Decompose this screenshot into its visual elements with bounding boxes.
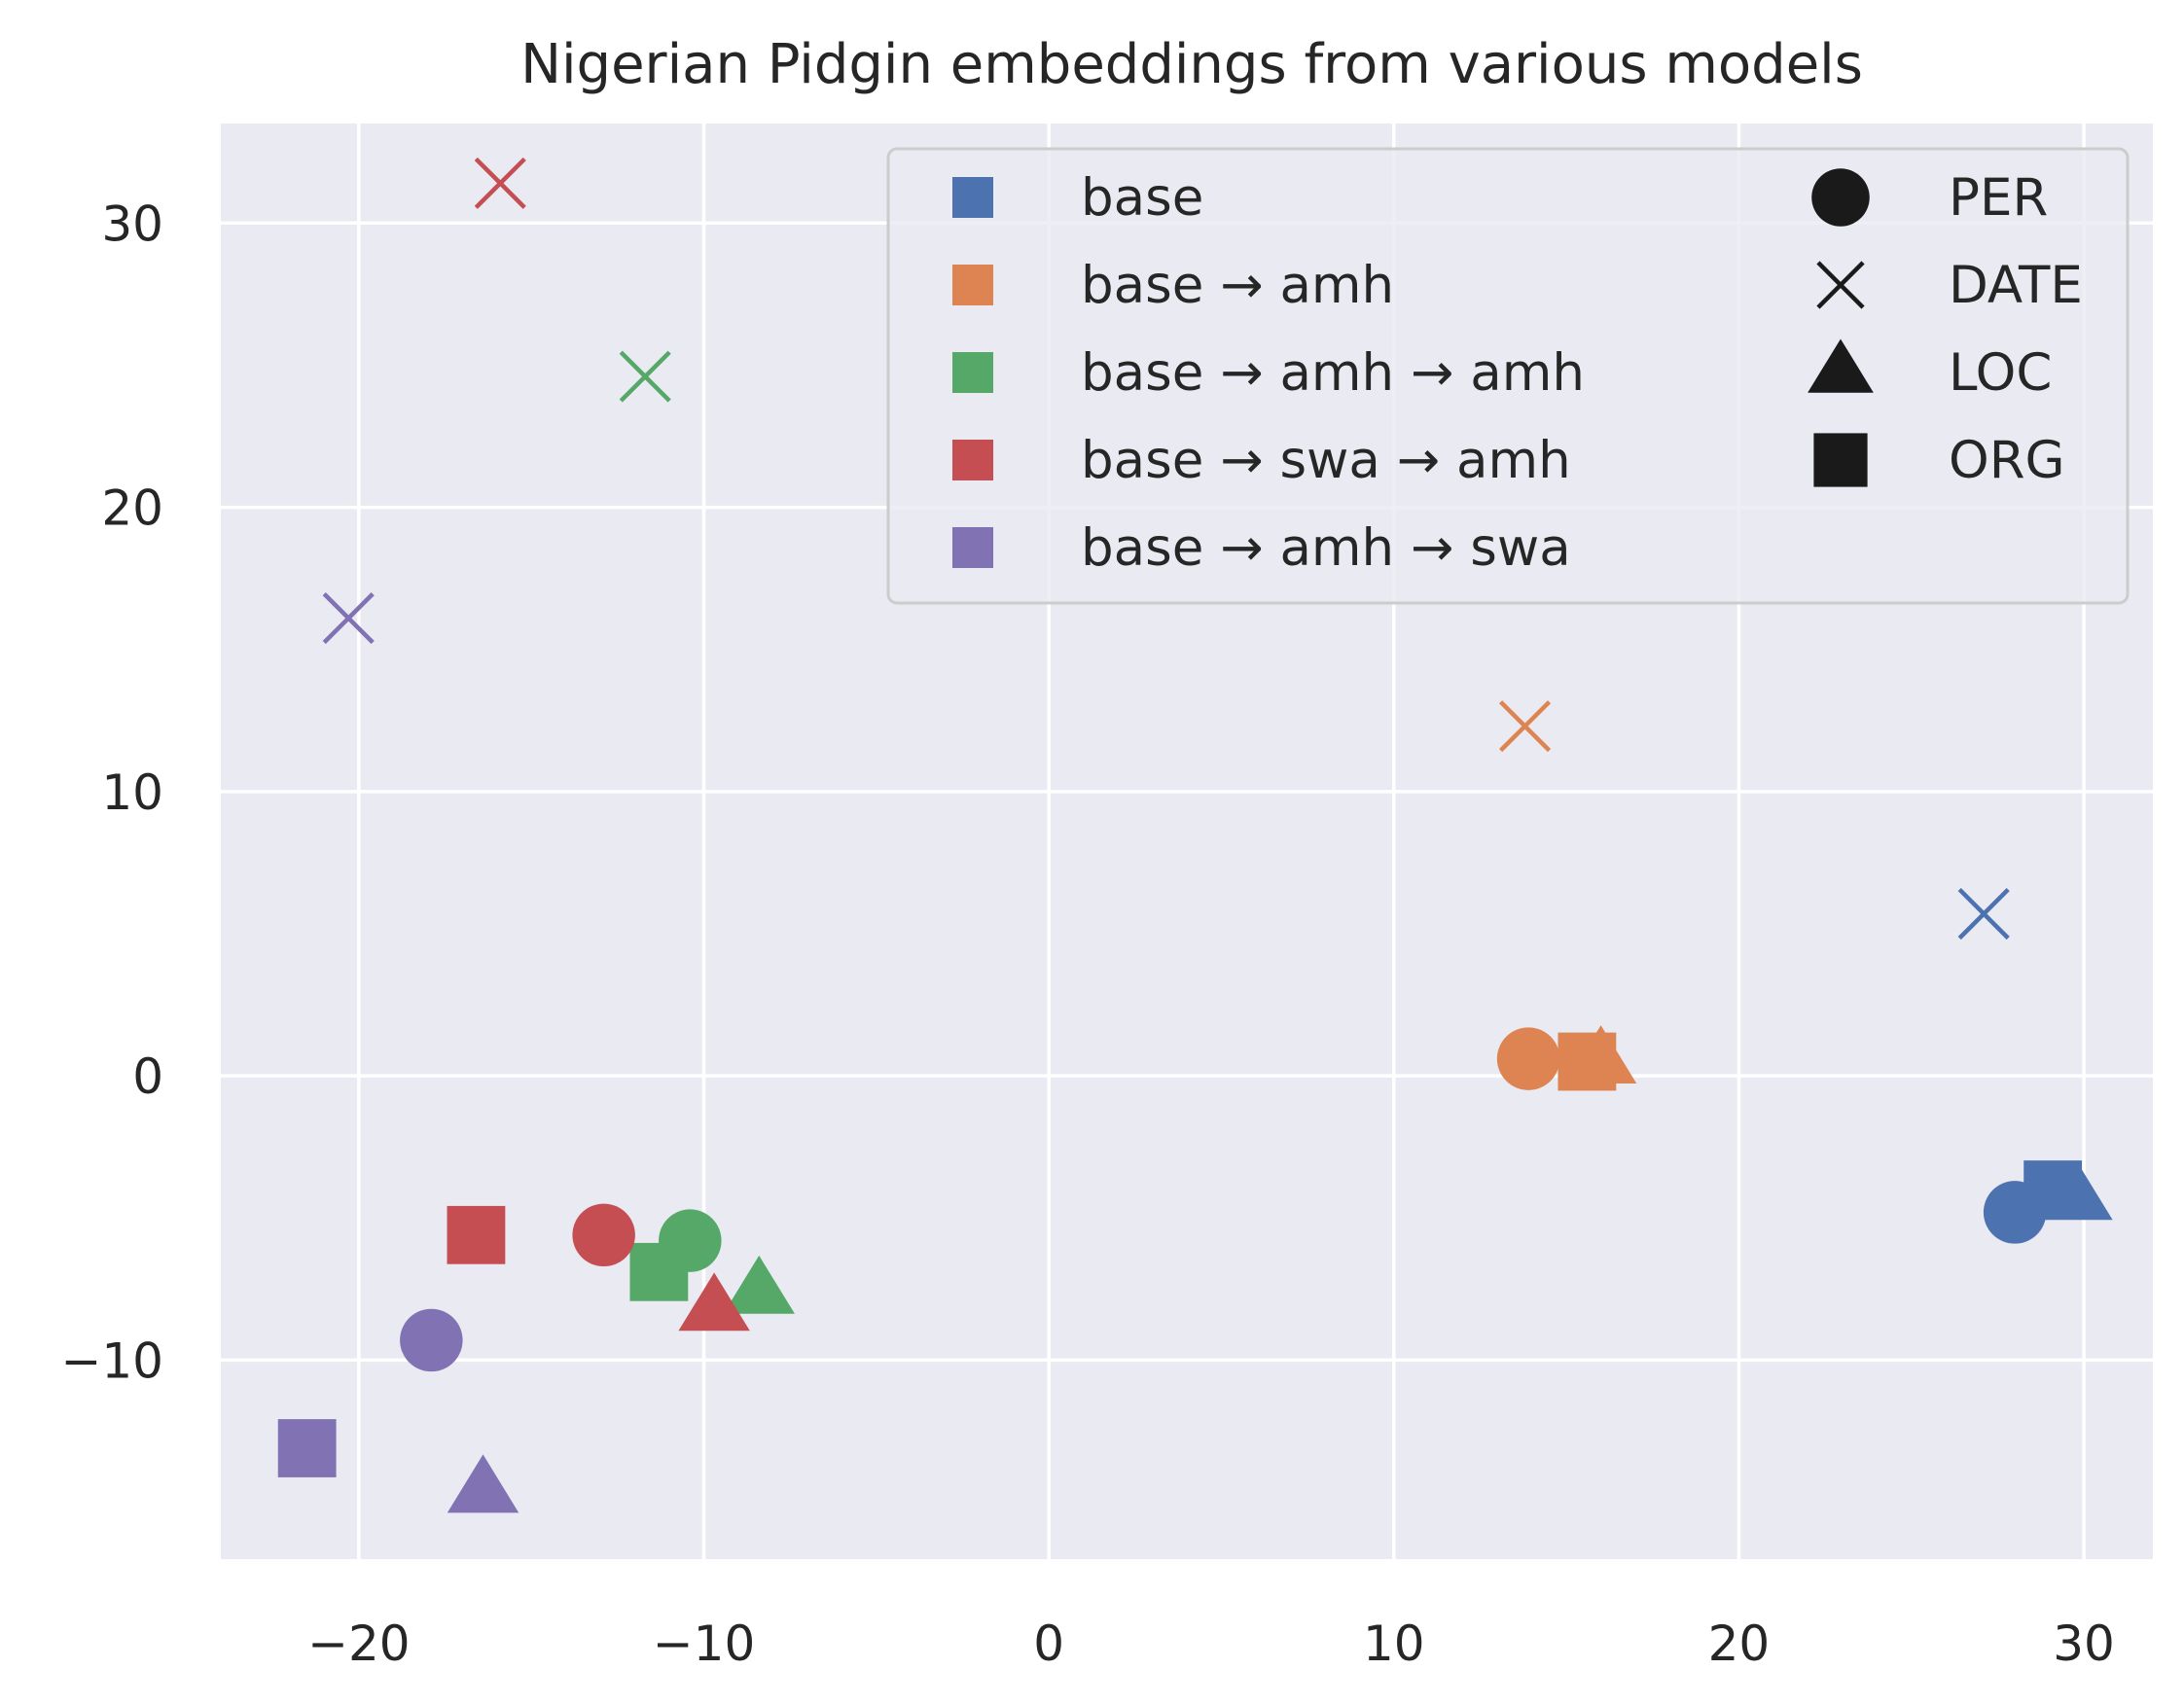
- legend: base base → amh base → amh → amh base → swa…: [886, 147, 2130, 605]
- y-tick-label: 20: [101, 480, 163, 537]
- point-date-x-marker: [1957, 887, 2010, 941]
- legend-series-entries: base base → amh base → amh → amh base → swa…: [952, 168, 1585, 578]
- point-date-x-marker: [474, 157, 526, 209]
- legend-org-marker: [1813, 433, 1868, 487]
- legend-series-label: base → amh: [1081, 256, 1394, 315]
- legend-frame: [886, 147, 2130, 605]
- point-loc-triangle-marker: [2041, 1161, 2113, 1221]
- x-tick-label: −20: [307, 1616, 411, 1672]
- legend-series-label: base → amh → swa: [1081, 518, 1571, 578]
- point-per-circle-marker: [400, 1308, 463, 1372]
- point-per-circle-marker: [572, 1203, 635, 1267]
- legend-series-label: base: [1081, 168, 1203, 228]
- legend-series-swatch: [952, 527, 993, 568]
- legend-series-swatch: [952, 265, 993, 305]
- legend-date-marker: [1816, 261, 1865, 309]
- point-loc-triangle-marker: [447, 1454, 519, 1513]
- point-date-x-marker: [322, 592, 375, 645]
- legend-marker-label: ORG: [1949, 431, 2065, 490]
- legend-series-swatch: [952, 177, 993, 218]
- point-loc-triangle-marker: [723, 1255, 795, 1314]
- chart-title: Nigerian Pidgin embeddings from various …: [520, 33, 1863, 96]
- point-loc-triangle-marker: [678, 1272, 750, 1332]
- point-date-x-marker: [1498, 700, 1552, 753]
- point-date-x-marker: [619, 350, 671, 403]
- y-tick-label: 30: [101, 195, 163, 252]
- x-axis-ticks: −20 −10 0 10 20 30: [307, 1616, 2115, 1672]
- legend-marker-entries: PER DATE LOC ORG: [1808, 168, 2083, 490]
- y-tick-label: −10: [60, 1332, 163, 1389]
- x-tick-label: 30: [2053, 1616, 2115, 1672]
- point-loc-triangle-marker: [1564, 1025, 1637, 1083]
- legend-per-marker: [1811, 168, 1870, 227]
- x-tick-label: 10: [1363, 1616, 1425, 1672]
- x-tick-label: 20: [1708, 1616, 1771, 1672]
- point-org-square-marker: [447, 1205, 506, 1264]
- legend-marker-label: PER: [1949, 168, 2048, 228]
- x-tick-label: 0: [1033, 1616, 1064, 1672]
- y-tick-label: 10: [101, 764, 163, 821]
- point-org-square-marker: [629, 1242, 689, 1301]
- data-points: [277, 157, 2113, 1513]
- y-tick-label: 0: [132, 1048, 163, 1105]
- legend-series-label: base → amh → amh: [1081, 343, 1585, 403]
- point-per-circle-marker: [1496, 1027, 1560, 1090]
- x-tick-label: −10: [653, 1616, 756, 1672]
- legend-series-swatch: [952, 440, 993, 480]
- y-axis-ticks: −10 0 10 20 30: [60, 195, 163, 1389]
- legend-loc-marker: [1808, 338, 1874, 393]
- legend-series-label: base → swa → amh: [1081, 431, 1571, 490]
- point-org-square-marker: [277, 1419, 337, 1477]
- legend-marker-label: DATE: [1949, 256, 2083, 315]
- legend-series-swatch: [952, 352, 993, 393]
- legend-marker-label: LOC: [1949, 343, 2052, 403]
